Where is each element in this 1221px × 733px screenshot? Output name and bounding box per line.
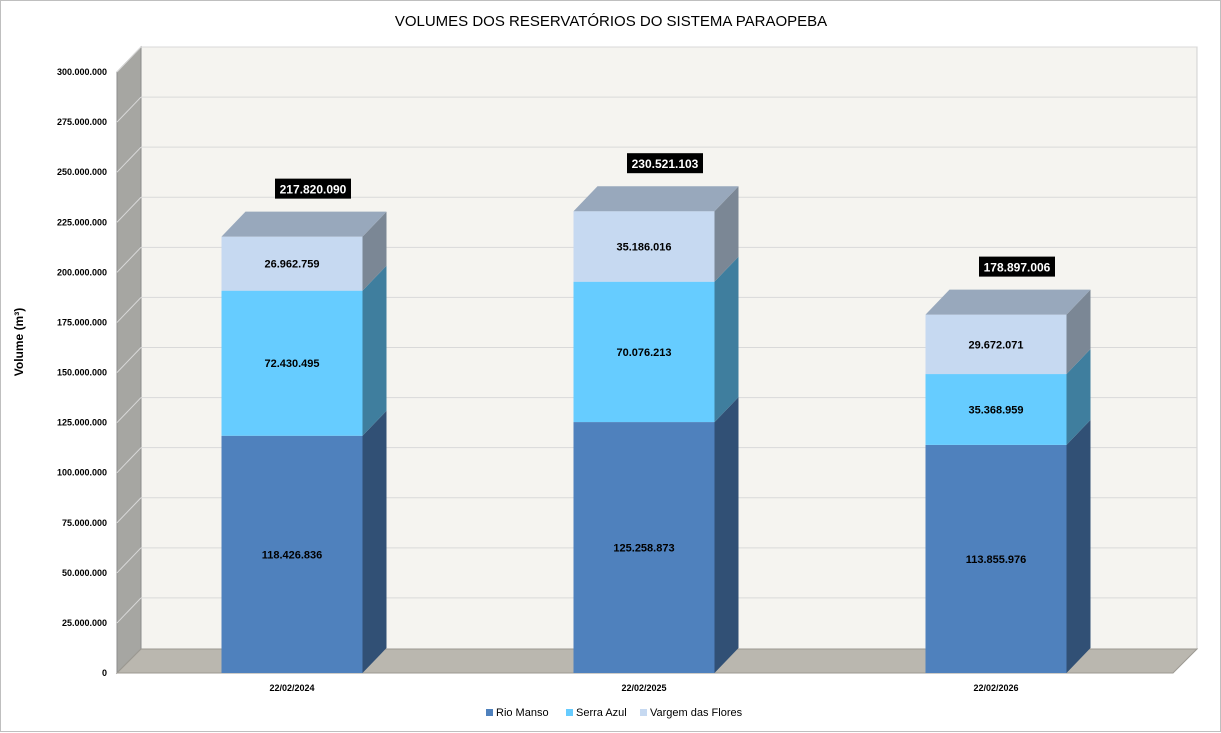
bar-side: [714, 256, 739, 423]
bar-stack: 113.855.976 35.368.959 29.672.071 178.897.0…: [925, 256, 1091, 673]
data-label: 125.258.873: [613, 543, 674, 555]
data-label: 70.076.213: [616, 347, 671, 359]
bar-segment: [573, 281, 715, 423]
legend: Rio Manso Serra Azul Vargem das Flores: [486, 707, 743, 719]
gridline-side: [116, 597, 142, 624]
gridline-side: [116, 46, 142, 73]
total-label-box: [627, 153, 703, 174]
data-label: 35.186.016: [616, 241, 671, 253]
y-tick-label: 150.000.000: [57, 368, 107, 378]
y-tick-label: 300.000.000: [57, 67, 107, 77]
bar-side: [1066, 349, 1091, 445]
gridline-side: [116, 196, 142, 223]
gridline-side: [116, 96, 142, 123]
legend-label: Serra Azul: [576, 707, 627, 719]
bar-segment: [925, 314, 1067, 375]
y-tick-label: 250.000.000: [57, 167, 107, 177]
bar-side: [1066, 419, 1091, 673]
data-label: 72.430.495: [264, 358, 319, 370]
y-axis: 0 25.000.000 50.000.000 75.000.000 100.000.0…: [57, 67, 107, 678]
gridline-side: [116, 547, 142, 574]
gridline-side: [116, 146, 142, 173]
bar-side: [1066, 289, 1091, 375]
bar-segment: [573, 211, 715, 282]
bars: 118.426.836 72.430.495 26.962.759 217.820.0…: [221, 153, 1091, 673]
data-label: 35.368.959: [968, 404, 1023, 416]
x-tick-label: 22/02/2024: [269, 683, 314, 693]
bar-stack: 118.426.836 72.430.495 26.962.759 217.820.0…: [221, 178, 387, 673]
legend-label: Vargem das Flores: [650, 707, 743, 719]
bar-stack: 125.258.873 70.076.213 35.186.016 230.521.1…: [573, 153, 739, 673]
legend-swatch: [566, 709, 573, 716]
data-label: 26.962.759: [264, 259, 319, 271]
y-tick-label: 200.000.000: [57, 267, 107, 277]
bar-segment: [221, 435, 363, 673]
y-tick-label: 50.000.000: [62, 568, 107, 578]
gridline-side: [116, 297, 142, 323]
y-tick-label: 25.000.000: [62, 618, 107, 628]
gridline-side: [116, 246, 142, 273]
y-tick-label: 225.000.000: [57, 217, 107, 227]
x-tick-label: 22/02/2025: [621, 683, 666, 693]
bar-segment: [221, 236, 363, 291]
y-tick-label: 75.000.000: [62, 518, 107, 528]
bar-side: [714, 186, 739, 282]
gridline-side: [116, 497, 142, 524]
data-label: 113.855.976: [966, 554, 1027, 566]
legend-item: Rio Manso: [486, 707, 549, 719]
bar-side: [362, 265, 387, 436]
legend-item: Serra Azul: [566, 707, 627, 719]
chart-title: VOLUMES DOS RESERVATÓRIOS DO SISTEMA PAR…: [395, 13, 827, 30]
gridline-side: [116, 397, 142, 423]
data-label: 118.426.836: [262, 549, 323, 561]
y-tick-label: 275.000.000: [57, 117, 107, 127]
y-axis-label: Volume (m³): [12, 308, 26, 376]
legend-item: Vargem das Flores: [640, 707, 743, 719]
y-tick-label: 125.000.000: [57, 418, 107, 428]
total-label: 178.897.006: [984, 261, 1051, 275]
bar-top: [573, 186, 739, 212]
y-tick-label: 100.000.000: [57, 468, 107, 478]
gridline-side: [116, 347, 142, 373]
bar-side: [362, 410, 387, 673]
legend-swatch: [640, 709, 647, 716]
total-label-box: [979, 256, 1055, 277]
bar-top: [925, 289, 1091, 315]
legend-swatch: [486, 709, 493, 716]
x-axis: 22/02/2024 22/02/2025 22/02/2026: [269, 683, 1018, 693]
gridline-side: [116, 447, 142, 474]
legend-label: Rio Manso: [496, 707, 549, 719]
total-label: 230.521.103: [632, 157, 699, 171]
bar-segment: [925, 374, 1067, 445]
bar-top: [221, 211, 387, 237]
bar-segment: [221, 290, 363, 436]
x-tick-label: 22/02/2026: [973, 683, 1018, 693]
bar-side: [714, 397, 739, 673]
bar-segment: [573, 422, 715, 673]
y-tick-label: 0: [102, 668, 107, 678]
total-label-box: [275, 178, 351, 199]
total-label: 217.820.090: [280, 183, 347, 197]
y-tick-label: 175.000.000: [57, 317, 107, 327]
bar-side: [362, 211, 387, 291]
bar-segment: [925, 444, 1067, 673]
data-label: 29.672.071: [968, 339, 1023, 351]
